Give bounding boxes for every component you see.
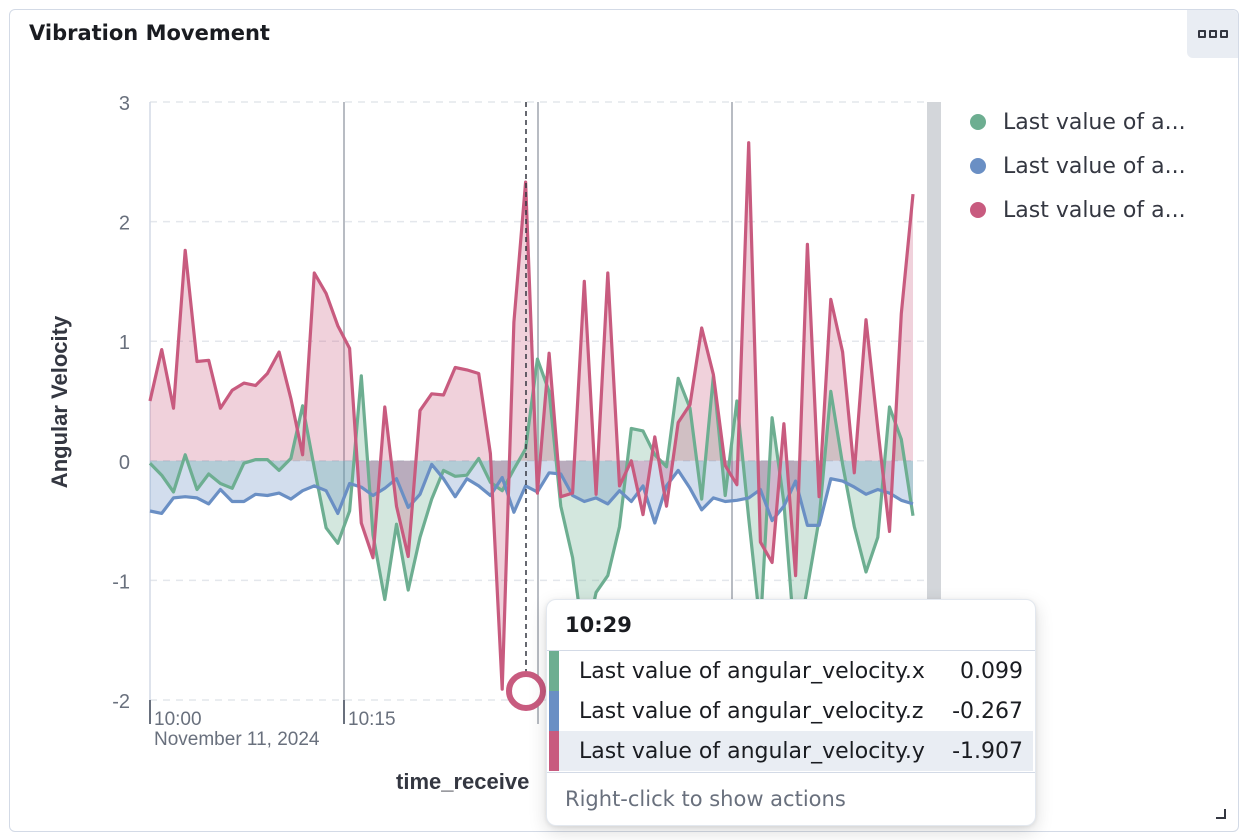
- x-tick-sublabel: November 11, 2024: [154, 729, 320, 750]
- legend-label: Last value of a...: [1003, 109, 1186, 135]
- legend-item-y[interactable]: Last value of a...: [970, 188, 1230, 232]
- legend-label: Last value of a...: [1003, 197, 1186, 223]
- tooltip-row-label: Last value of angular_velocity.x: [579, 658, 925, 684]
- legend-label: Last value of a...: [1003, 153, 1186, 179]
- tooltip-row-value: 0.099: [960, 658, 1023, 684]
- tooltip-row-y: Last value of angular_velocity.y -1.907: [549, 731, 1033, 771]
- y-tick-label: -2: [112, 691, 130, 713]
- y-tick-label: -1: [112, 571, 130, 593]
- legend-item-x[interactable]: Last value of a...: [970, 100, 1230, 144]
- x-axis-label: time_receive: [396, 769, 529, 794]
- legend-dot: [970, 202, 986, 218]
- tooltip-row-z: Last value of angular_velocity.z -0.267: [549, 691, 1033, 731]
- series-line: [148, 357, 915, 654]
- y-tick-label: 1: [119, 332, 130, 354]
- series-line: [148, 141, 915, 691]
- tooltip-swatch: [549, 731, 559, 771]
- tooltip-row-value: -0.267: [952, 698, 1023, 724]
- tooltip-header: 10:29: [565, 613, 632, 637]
- x-tick-label: 10:00: [154, 709, 202, 730]
- y-tick-label: 0: [119, 452, 130, 474]
- tooltip-row-label: Last value of angular_velocity.z: [579, 698, 924, 724]
- tooltip-divider: [547, 650, 1035, 651]
- series-line: [149, 462, 914, 528]
- panel-title: Vibration Movement: [29, 21, 270, 45]
- y-tick-label: 2: [119, 213, 130, 235]
- tooltip-footer: Right-click to show actions: [565, 787, 846, 811]
- y-axis-label: Angular Velocity: [47, 315, 72, 488]
- x-tick-label: 10:15: [348, 709, 396, 730]
- legend-dot: [970, 114, 986, 130]
- tooltip-swatch: [549, 691, 559, 731]
- legend-dot: [970, 158, 986, 174]
- tooltip-row-label: Last value of angular_velocity.y: [579, 738, 925, 764]
- y-tick-label: 3: [119, 93, 130, 115]
- panel-options-button[interactable]: [1187, 10, 1238, 58]
- chart-tooltip: 10:29 Last value of angular_velocity.x 0…: [546, 599, 1036, 826]
- resize-corner-icon[interactable]: [1216, 809, 1226, 819]
- legend-item-z[interactable]: Last value of a...: [970, 144, 1230, 188]
- chart-end-bar: [927, 102, 941, 700]
- tooltip-row-x: Last value of angular_velocity.x 0.099: [549, 651, 1033, 691]
- tooltip-row-value: -1.907: [952, 738, 1023, 764]
- tooltip-divider: [547, 772, 1035, 773]
- chart-lines: [148, 102, 915, 711]
- boxes-horizontal-icon: [1197, 30, 1228, 38]
- tooltip-swatch: [549, 651, 559, 691]
- highlighted-point: [506, 671, 546, 711]
- chart-legend: Last value of a... Last value of a... La…: [970, 100, 1230, 232]
